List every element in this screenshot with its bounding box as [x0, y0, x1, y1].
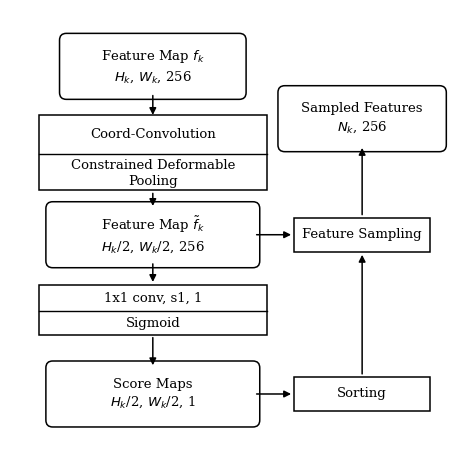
Text: Sampled Features
$\mathit{N}_k$, 256: Sampled Features $\mathit{N}_k$, 256: [301, 102, 423, 135]
Text: Score Maps
$\mathit{H}_k$/2, $\mathit{W}_k$/2, 1: Score Maps $\mathit{H}_k$/2, $\mathit{W}…: [110, 377, 196, 410]
Text: Sorting: Sorting: [337, 387, 387, 401]
Text: 1x1 conv, s1, 1: 1x1 conv, s1, 1: [104, 292, 202, 304]
Text: Feature Map $\mathit{f}_k$
$\mathit{H}_k$, $\mathit{W}_k$, 256: Feature Map $\mathit{f}_k$ $\mathit{H}_k…: [101, 48, 205, 85]
FancyBboxPatch shape: [294, 218, 430, 252]
Text: Feature Sampling: Feature Sampling: [302, 228, 422, 241]
FancyBboxPatch shape: [294, 377, 430, 411]
Text: Feature Map $\tilde{f}_k$
$\mathit{H}_k$/2, $\mathit{W}_k$/2, 256: Feature Map $\tilde{f}_k$ $\mathit{H}_k$…: [101, 215, 205, 255]
FancyBboxPatch shape: [39, 285, 266, 335]
Text: Constrained Deformable
Pooling: Constrained Deformable Pooling: [71, 159, 235, 188]
FancyBboxPatch shape: [39, 115, 266, 191]
FancyBboxPatch shape: [46, 202, 260, 268]
FancyBboxPatch shape: [60, 33, 246, 100]
FancyBboxPatch shape: [46, 361, 260, 427]
Text: Coord-Convolution: Coord-Convolution: [90, 128, 216, 141]
FancyBboxPatch shape: [278, 86, 447, 152]
Text: Sigmoid: Sigmoid: [126, 317, 180, 330]
